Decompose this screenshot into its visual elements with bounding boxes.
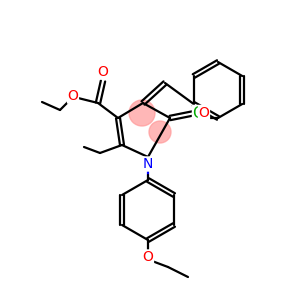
Text: O: O — [199, 106, 209, 120]
Circle shape — [129, 100, 155, 126]
Text: O: O — [68, 89, 78, 103]
Circle shape — [149, 121, 171, 143]
Text: Cl: Cl — [193, 106, 207, 121]
Text: O: O — [142, 250, 153, 264]
Text: N: N — [143, 157, 153, 171]
Text: O: O — [98, 65, 108, 79]
